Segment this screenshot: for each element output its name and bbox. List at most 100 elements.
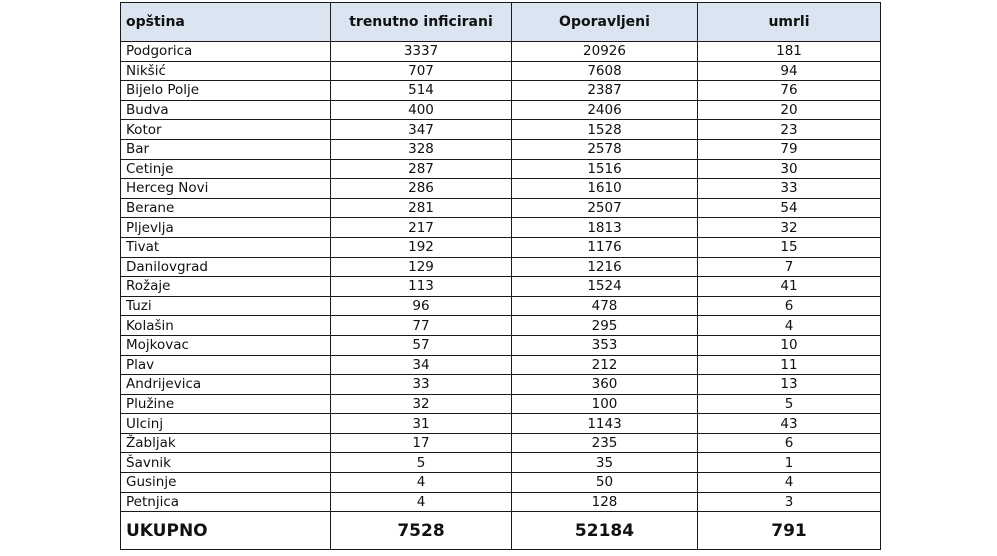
municipality-cell: Cetinje: [120, 158, 331, 180]
deceased-cell: 3: [697, 491, 881, 513]
municipality-cell: Žabljak: [120, 432, 331, 454]
recovered-cell: 1516: [511, 158, 698, 180]
currently-infected-cell: 5: [330, 452, 512, 474]
table-row: Nikšić 707 7608 94: [120, 60, 881, 82]
currently-infected-cell: 77: [330, 315, 512, 336]
recovered-cell: 1143: [511, 413, 698, 434]
municipality-cell: Tuzi: [120, 295, 331, 317]
recovered-cell: 478: [511, 295, 698, 317]
recovered-cell: 2578: [511, 138, 698, 160]
deceased-cell: 7: [697, 256, 881, 278]
deceased-cell: 13: [697, 374, 881, 395]
municipality-cell: Herceg Novi: [120, 178, 331, 199]
table-row: Podgorica 3337 20926 181: [120, 41, 881, 62]
currently-infected-cell: 32: [330, 393, 512, 415]
currently-infected-cell: 4: [330, 472, 512, 493]
currently-infected-cell: 514: [330, 80, 512, 101]
recovered-cell: 35: [511, 452, 698, 474]
table-header: opština trenutno inficirani Oporavljeni …: [120, 2, 881, 42]
municipality-cell: Ulcinj: [120, 413, 331, 434]
currently-infected-cell: 217: [330, 217, 512, 238]
header-deceased: umrli: [697, 2, 881, 42]
currently-infected-cell: 3337: [330, 41, 512, 62]
total-label: UKUPNO: [120, 511, 331, 551]
recovered-cell: 1610: [511, 178, 698, 199]
currently-infected-cell: 400: [330, 99, 512, 121]
deceased-cell: 79: [697, 138, 881, 160]
table-row: Kotor 347 1528 23: [120, 119, 881, 140]
currently-infected-cell: 281: [330, 197, 512, 219]
table-row: Ulcinj 31 1143 43: [120, 413, 881, 434]
deceased-cell: 10: [697, 334, 881, 356]
deceased-cell: 32: [697, 217, 881, 238]
municipality-cell: Kolašin: [120, 315, 331, 336]
total-recovered: 52184: [511, 511, 698, 551]
recovered-cell: 2387: [511, 80, 698, 101]
currently-infected-cell: 328: [330, 138, 512, 160]
deceased-cell: 94: [697, 60, 881, 82]
table-body: Podgorica 3337 20926 181 Nikšić 707 7608 94 Bije…: [120, 41, 881, 513]
currently-infected-cell: 192: [330, 236, 512, 258]
table-row: Žabljak 17 235 6: [120, 432, 881, 454]
deceased-cell: 43: [697, 413, 881, 434]
recovered-cell: 295: [511, 315, 698, 336]
recovered-cell: 360: [511, 374, 698, 395]
table-row: Danilovgrad 129 1216 7: [120, 256, 881, 278]
recovered-cell: 1176: [511, 236, 698, 258]
total-row: UKUPNO 7528 52184 791: [120, 511, 881, 551]
deceased-cell: 6: [697, 295, 881, 317]
recovered-cell: 235: [511, 432, 698, 454]
table-row: Plav 34 212 11: [120, 354, 881, 376]
table-row: Budva 400 2406 20: [120, 99, 881, 121]
municipality-cell: Gusinje: [120, 472, 331, 493]
deceased-cell: 23: [697, 119, 881, 140]
currently-infected-cell: 286: [330, 178, 512, 199]
recovered-cell: 2507: [511, 197, 698, 219]
currently-infected-cell: 34: [330, 354, 512, 376]
municipality-cell: Podgorica: [120, 41, 331, 62]
currently-infected-cell: 33: [330, 374, 512, 395]
table-row: Petnjica 4 128 3: [120, 491, 881, 513]
deceased-cell: 30: [697, 158, 881, 180]
recovered-cell: 20926: [511, 41, 698, 62]
table-row: Pljevlja 217 1813 32: [120, 217, 881, 238]
recovered-cell: 7608: [511, 60, 698, 82]
recovered-cell: 1216: [511, 256, 698, 278]
deceased-cell: 20: [697, 99, 881, 121]
currently-infected-cell: 347: [330, 119, 512, 140]
table-row: Andrijevica 33 360 13: [120, 374, 881, 395]
municipality-cell: Nikšić: [120, 60, 331, 82]
total-deceased: 791: [697, 511, 881, 551]
header-currently-infected: trenutno inficirani: [330, 2, 512, 42]
table-row: Cetinje 287 1516 30: [120, 158, 881, 180]
municipality-cell: Andrijevica: [120, 374, 331, 395]
deceased-cell: 1: [697, 452, 881, 474]
municipality-cell: Šavnik: [120, 452, 331, 474]
currently-infected-cell: 4: [330, 491, 512, 513]
municipality-cell: Kotor: [120, 119, 331, 140]
municipality-cell: Tivat: [120, 236, 331, 258]
municipality-cell: Rožaje: [120, 276, 331, 297]
municipality-statistics-table: opština trenutno inficirani Oporavljeni …: [120, 2, 881, 551]
municipality-cell: Bar: [120, 138, 331, 160]
recovered-cell: 128: [511, 491, 698, 513]
table-row: Plužine 32 100 5: [120, 393, 881, 415]
municipality-cell: Pljevlja: [120, 217, 331, 238]
table-row: Rožaje 113 1524 41: [120, 276, 881, 297]
recovered-cell: 1528: [511, 119, 698, 140]
header-row: opština trenutno inficirani Oporavljeni …: [120, 2, 881, 42]
recovered-cell: 1524: [511, 276, 698, 297]
deceased-cell: 15: [697, 236, 881, 258]
deceased-cell: 4: [697, 315, 881, 336]
deceased-cell: 33: [697, 178, 881, 199]
deceased-cell: 6: [697, 432, 881, 454]
header-municipality: opština: [120, 2, 331, 42]
table-row: Mojkovac 57 353 10: [120, 334, 881, 356]
table-container: opština trenutno inficirani Oporavljeni …: [120, 2, 881, 551]
table-row: Bijelo Polje 514 2387 76: [120, 80, 881, 101]
recovered-cell: 50: [511, 472, 698, 493]
municipality-cell: Danilovgrad: [120, 256, 331, 278]
header-recovered: Oporavljeni: [511, 2, 698, 42]
table-row: Tuzi 96 478 6: [120, 295, 881, 317]
currently-infected-cell: 287: [330, 158, 512, 180]
